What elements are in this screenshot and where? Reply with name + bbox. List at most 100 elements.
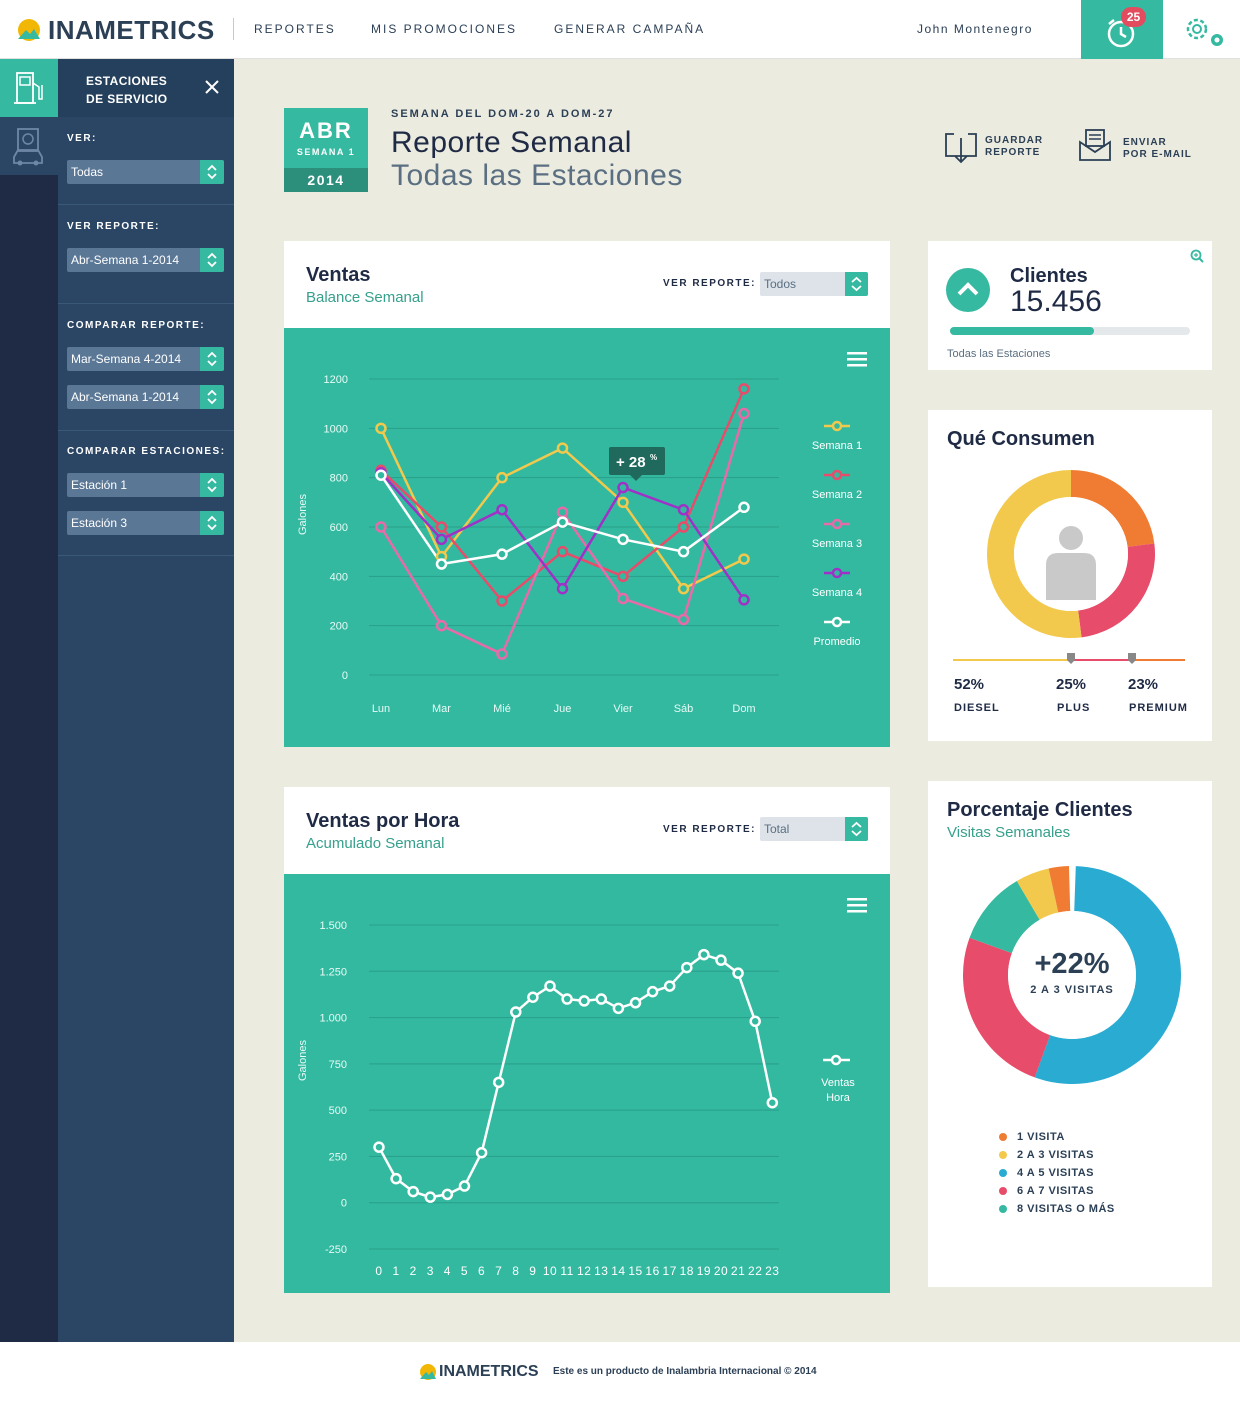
nav-generar-campana[interactable]: GENERAR CAMPAÑA xyxy=(554,22,706,36)
donut-slice[interactable] xyxy=(1071,470,1155,547)
data-point[interactable] xyxy=(373,1141,385,1153)
data-point[interactable] xyxy=(732,967,744,979)
data-point[interactable] xyxy=(375,469,387,481)
data-point[interactable] xyxy=(646,985,659,998)
data-point[interactable] xyxy=(556,582,569,595)
data-point[interactable] xyxy=(617,533,629,546)
x-tick-label: 9 xyxy=(529,1264,536,1278)
donut-slice[interactable] xyxy=(1034,866,1181,1084)
data-point[interactable] xyxy=(544,980,556,992)
data-point[interactable] xyxy=(617,570,629,583)
data-point[interactable] xyxy=(677,582,690,595)
brand-logo[interactable]: INAMETRICS xyxy=(16,15,215,45)
data-point[interactable] xyxy=(677,521,690,533)
filter-ver-reporte-value: Abr-Semana 1-2014 xyxy=(71,253,180,267)
data-point[interactable] xyxy=(578,995,590,1007)
data-point[interactable] xyxy=(510,1006,522,1018)
data-point[interactable] xyxy=(738,594,750,606)
data-point[interactable] xyxy=(496,595,508,607)
data-point[interactable] xyxy=(496,471,508,484)
data-point[interactable] xyxy=(766,1096,779,1109)
donut-slice[interactable] xyxy=(1016,868,1059,920)
ventas-hora-ver-select[interactable]: Total xyxy=(760,817,868,841)
data-point[interactable] xyxy=(475,1146,488,1159)
data-point[interactable] xyxy=(375,521,387,533)
alarm-button[interactable] xyxy=(1081,0,1163,59)
data-point[interactable] xyxy=(715,954,727,966)
data-point[interactable] xyxy=(390,1172,402,1185)
menu-icon[interactable] xyxy=(847,898,867,913)
data-point[interactable] xyxy=(527,991,539,1003)
data-point[interactable] xyxy=(441,1188,454,1201)
filter-comparar-reporte-value-1: Mar-Semana 4-2014 xyxy=(71,352,182,366)
settings-button[interactable] xyxy=(1183,15,1227,54)
ventas-hora-card-header: Ventas por Hora Acumulado Semanal VER RE… xyxy=(284,787,890,874)
data-point[interactable] xyxy=(617,592,629,605)
data-point[interactable] xyxy=(496,503,508,516)
donut-slice[interactable] xyxy=(969,880,1040,954)
data-point[interactable] xyxy=(738,501,750,514)
data-point[interactable] xyxy=(617,481,629,494)
data-point[interactable] xyxy=(629,997,642,1009)
data-point[interactable] xyxy=(496,548,508,560)
data-point[interactable] xyxy=(556,442,569,454)
data-point[interactable] xyxy=(663,980,676,992)
send-email-button[interactable]: ENVIAR POR E-MAIL xyxy=(1078,128,1193,164)
data-point[interactable] xyxy=(738,383,750,395)
filter-comparar-reporte-select-2[interactable]: Abr-Semana 1-2014 xyxy=(67,385,224,409)
data-point[interactable] xyxy=(556,545,569,558)
data-point[interactable] xyxy=(435,533,448,546)
data-point[interactable] xyxy=(681,961,693,974)
data-point[interactable] xyxy=(595,993,608,1005)
data-point[interactable] xyxy=(612,1002,625,1015)
panel-title-line1: ESTACIONES xyxy=(86,74,168,88)
data-point[interactable] xyxy=(492,1076,505,1089)
data-point[interactable] xyxy=(424,1191,437,1203)
data-point[interactable] xyxy=(561,993,573,1005)
filter-ver-reporte-select[interactable]: Abr-Semana 1-2014 xyxy=(67,248,224,272)
donut-slice[interactable] xyxy=(1078,543,1155,638)
data-point[interactable] xyxy=(677,545,690,558)
filter-comparar-reporte-select-1[interactable]: Mar-Semana 4-2014 xyxy=(67,347,224,371)
data-point[interactable] xyxy=(677,613,690,626)
nav-reportes[interactable]: REPORTES xyxy=(254,22,336,36)
filter-estacion-select-2[interactable]: Estación 3 xyxy=(67,511,224,535)
rail-car-service[interactable] xyxy=(0,117,58,175)
ventas-ver-select[interactable]: Todos xyxy=(760,272,868,296)
data-point[interactable] xyxy=(556,506,569,518)
data-point[interactable] xyxy=(749,1015,761,1028)
data-point[interactable] xyxy=(738,553,750,565)
data-point[interactable] xyxy=(677,503,690,516)
data-point[interactable] xyxy=(556,516,569,528)
rail-gas-station[interactable] xyxy=(0,59,58,117)
y-tick-label: 0 xyxy=(341,1198,347,1210)
filter-estacion-select-1[interactable]: Estación 1 xyxy=(67,473,224,497)
user-name[interactable]: John Montenegro xyxy=(917,22,1033,36)
data-point[interactable] xyxy=(496,648,508,660)
legend-marker xyxy=(831,420,843,432)
filter-ver-select[interactable]: Todas xyxy=(67,160,224,184)
donut-slice[interactable] xyxy=(987,470,1082,638)
chevron-up-icon xyxy=(946,268,990,312)
donut-slice[interactable] xyxy=(963,937,1051,1078)
y-axis-label: Galones xyxy=(297,1040,309,1081)
zoom-icon[interactable] xyxy=(1190,249,1204,263)
save-report-button[interactable]: GUARDAR REPORTE xyxy=(944,130,1044,166)
data-point[interactable] xyxy=(435,558,448,570)
data-point[interactable] xyxy=(375,422,387,435)
y-tick-label: 750 xyxy=(329,1059,347,1071)
data-point[interactable] xyxy=(738,407,750,420)
menu-icon[interactable] xyxy=(847,352,867,367)
page-subtitle: Todas las Estaciones xyxy=(391,159,683,192)
data-point[interactable] xyxy=(435,619,448,632)
donut-slice[interactable] xyxy=(1048,866,1071,913)
data-point[interactable] xyxy=(435,521,448,533)
data-point[interactable] xyxy=(407,1185,419,1198)
data-point[interactable] xyxy=(617,496,629,509)
data-point[interactable] xyxy=(698,948,710,961)
nav-mis-promociones[interactable]: MIS PROMOCIONES xyxy=(371,22,518,36)
filter-comparar-estaciones: COMPARAR ESTACIONES: Estación 1 Estación… xyxy=(58,431,234,556)
close-panel-button[interactable] xyxy=(204,79,220,100)
x-tick-label: 3 xyxy=(427,1264,434,1278)
data-point[interactable] xyxy=(458,1180,471,1192)
